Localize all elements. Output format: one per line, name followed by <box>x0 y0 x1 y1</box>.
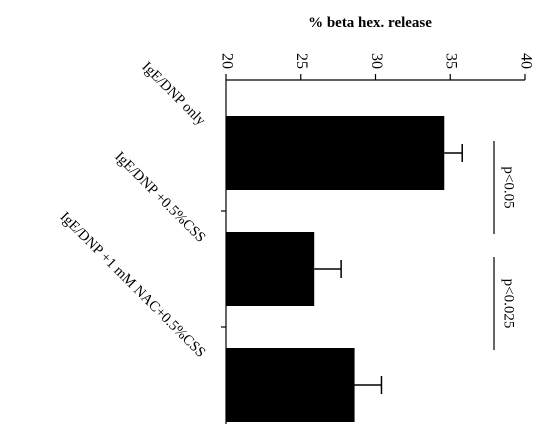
tick-label: 20 <box>218 53 235 69</box>
tick-label: 30 <box>368 53 385 69</box>
chart-title: % beta hex. release <box>308 15 432 31</box>
tick-label: 35 <box>443 53 460 69</box>
category-label: IgE/DNP +0.5%CSS <box>111 149 208 246</box>
significance-label: p<0.05 <box>501 166 517 208</box>
bar <box>226 116 445 190</box>
significance-label: p<0.025 <box>501 279 517 329</box>
tick-label: 25 <box>293 53 310 69</box>
bar <box>226 232 315 306</box>
bars <box>226 116 463 422</box>
category-label: IgE/DNP only <box>139 59 209 129</box>
value-axis-ticks: 20 25 30 35 40 <box>218 53 533 80</box>
tick-label: 40 <box>517 53 533 69</box>
significance-annotations: p<0.05 p<0.025 <box>493 141 517 350</box>
value-axis: 20 25 30 35 40 <box>218 53 533 81</box>
bar <box>226 348 355 422</box>
